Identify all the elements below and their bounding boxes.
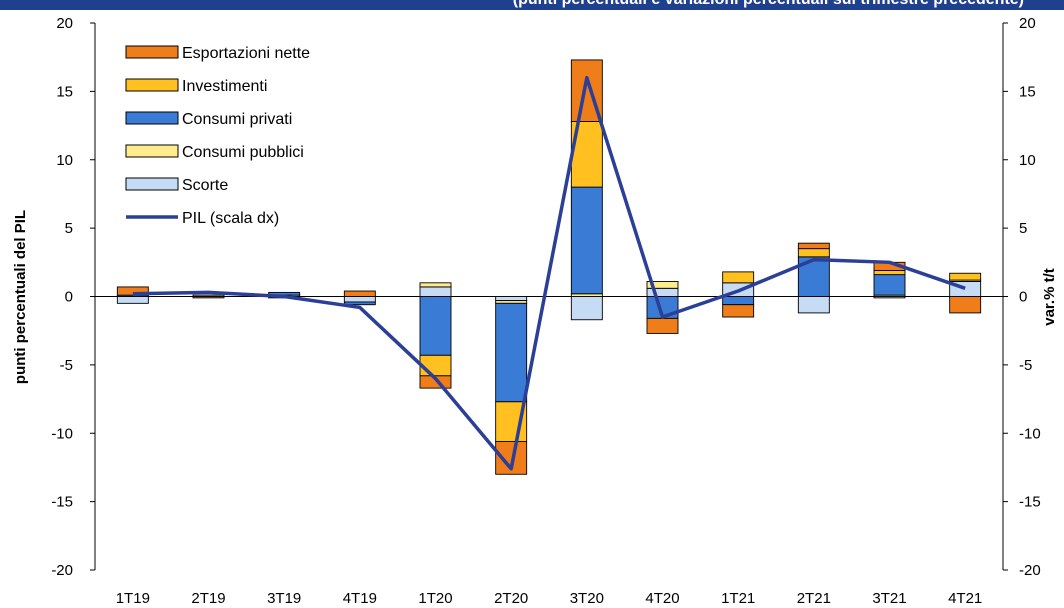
- legend-item-investimenti-label: Investimenti: [182, 78, 267, 95]
- y-tick-label: -15: [51, 494, 73, 511]
- y2-tick-label: -10: [1019, 425, 1041, 442]
- y2-tick-label: 5: [1019, 220, 1027, 237]
- legend-item-pil-label: PIL (scala dx): [182, 210, 279, 227]
- x-tick-label: 3T19: [267, 590, 301, 607]
- header-text: (punti percentuali e variazioni percentu…: [513, 0, 1024, 9]
- y2-tick-label: -20: [1019, 562, 1041, 579]
- y2-tick-label: 10: [1019, 152, 1036, 169]
- y-axis-label: punti percentuali del PIL: [12, 210, 29, 384]
- line-layer: [132, 75, 966, 471]
- y-tick-label: -20: [51, 562, 73, 579]
- bar-segment: [343, 290, 376, 297]
- y2-tick-label: -5: [1019, 357, 1032, 374]
- bar-segment: [570, 296, 603, 321]
- bar-segment: [343, 301, 376, 306]
- x-tick-label: 1T19: [116, 590, 150, 607]
- legend-item-consumi-pubblici-label: Consumi pubblici: [182, 144, 304, 161]
- legend-item-consumi-pubblici-swatch: [125, 144, 179, 158]
- bar-segment: [797, 248, 830, 258]
- y-tick-label: 0: [65, 289, 73, 306]
- legend-item-investimenti-swatch: [125, 78, 179, 92]
- y-tick-label: -10: [51, 425, 73, 442]
- legend-item-scorte-label: Scorte: [182, 177, 228, 194]
- legend-item-esportazioni-nette-label: Esportazioni nette: [182, 45, 310, 62]
- header-banner: (punti percentuali e variazioni percentu…: [0, 0, 1064, 10]
- bar-segment: [419, 375, 452, 389]
- y2-tick-label: 20: [1019, 15, 1036, 32]
- legend-item-consumi-privati-swatch: [125, 111, 179, 125]
- y-tick-label: -5: [60, 357, 73, 374]
- y2-tick-label: -15: [1019, 494, 1041, 511]
- bar-segment: [116, 286, 149, 296]
- x-tick-label: 2T20: [494, 590, 528, 607]
- bars-layer: [116, 59, 982, 475]
- bar-segment: [646, 317, 679, 334]
- y2-tick-label: 0: [1019, 289, 1027, 306]
- bar-segment: [116, 296, 149, 304]
- y2-axis-label: var.% t/t: [1041, 268, 1058, 326]
- bar-segment: [949, 272, 982, 281]
- bar-segment: [722, 271, 755, 284]
- x-tick-label: 1T20: [418, 590, 452, 607]
- x-tick-label: 3T21: [872, 590, 906, 607]
- legend-item-scorte-swatch: [125, 177, 179, 191]
- bar-segment: [873, 270, 906, 276]
- legend: Esportazioni nette Investimenti Consumi pr…: [125, 45, 310, 227]
- y-tick-label: 5: [65, 220, 73, 237]
- bar-segment: [949, 296, 982, 314]
- legend-item-esportazioni-nette-swatch: [125, 45, 179, 59]
- bar-segment: [419, 354, 452, 377]
- x-tick-label: 4T19: [343, 590, 377, 607]
- bar-segment: [797, 296, 830, 314]
- x-tick-label: 1T21: [721, 590, 755, 607]
- x-tick-label: 2T21: [797, 590, 831, 607]
- bar-segment: [722, 304, 755, 318]
- y-tick-label: 10: [56, 152, 73, 169]
- bar-segment: [419, 286, 452, 297]
- x-tick-label: 4T21: [948, 590, 982, 607]
- y2-tick-label: 15: [1019, 83, 1036, 100]
- bar-segment: [570, 186, 603, 295]
- bar-segment: [646, 287, 679, 297]
- bar-segment: [495, 302, 528, 403]
- legend-item-consumi-privati-label: Consumi privati: [182, 111, 292, 128]
- axes-layer: 20 15 10 5 0 -5 -10 -15 -20 20 15 10 5 0 -5 -10 -15 -20 1T…: [51, 15, 1040, 607]
- x-tick-label: 2T19: [191, 590, 225, 607]
- bar-segment: [873, 274, 906, 296]
- y-tick-label: 20: [56, 15, 73, 32]
- x-tick-label: 3T20: [570, 590, 604, 607]
- bar-segment: [722, 296, 755, 306]
- bar-segment: [495, 296, 528, 302]
- x-tick-label: 4T20: [645, 590, 679, 607]
- bar-segment: [646, 281, 679, 289]
- bar-segment: [419, 296, 452, 356]
- bar-segment: [192, 296, 225, 299]
- bar-segment: [343, 296, 376, 303]
- pil-line: [132, 75, 966, 471]
- bar-segment: [419, 282, 452, 288]
- y-tick-label: 15: [56, 83, 73, 100]
- bar-segment: [797, 242, 830, 250]
